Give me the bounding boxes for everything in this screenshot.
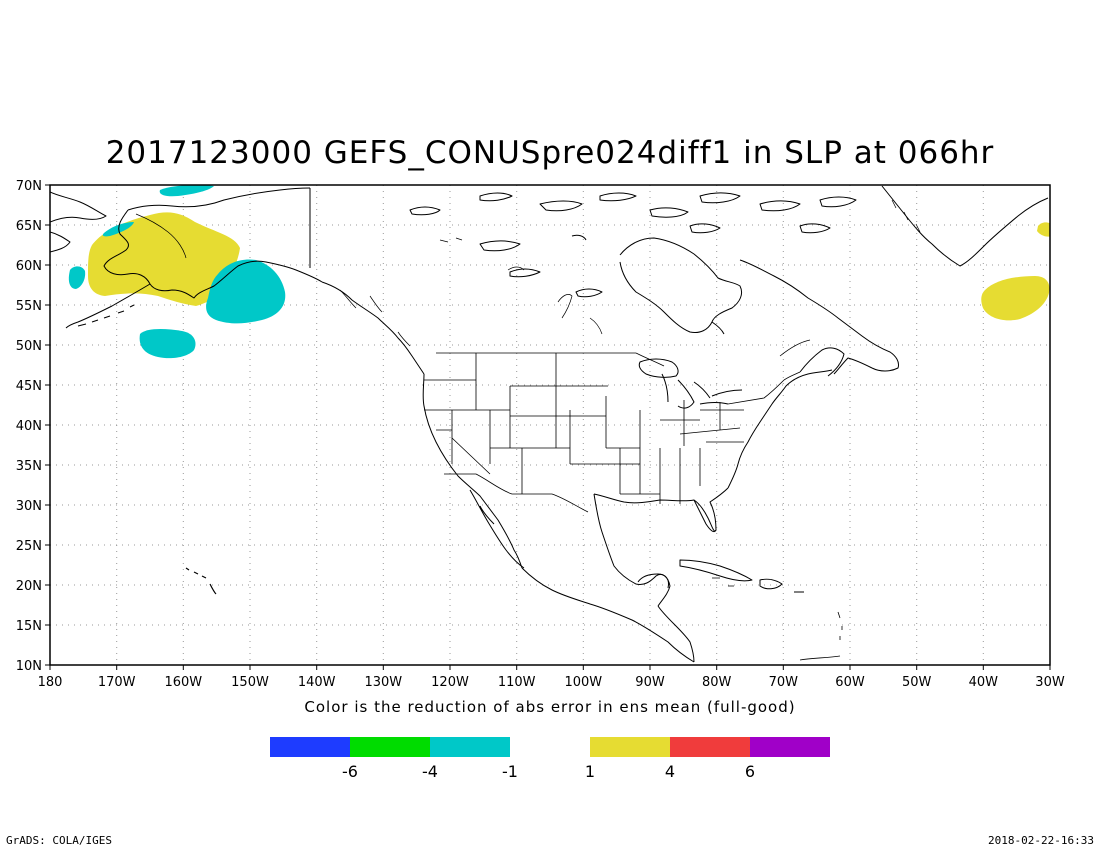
gridlines bbox=[50, 185, 1050, 665]
lat-tick-label: 50N bbox=[16, 339, 42, 354]
positive-anomaly-north-atlantic bbox=[981, 276, 1050, 321]
lon-tick-label: 60W bbox=[835, 675, 865, 690]
lon-tick-label: 180 bbox=[38, 675, 63, 690]
colorbar-swatch bbox=[430, 737, 510, 757]
positive-anomaly-iceland bbox=[1037, 222, 1050, 237]
colorbar-swatch bbox=[270, 737, 350, 757]
lat-tick-label: 20N bbox=[16, 579, 42, 594]
lon-tick-label: 70W bbox=[769, 675, 799, 690]
lat-tick-label: 10N bbox=[16, 659, 42, 674]
plot-title: 2017123000 GEFS_CONUSpre024diff1 in SLP … bbox=[105, 135, 995, 171]
lat-tick-labels: 70N 65N 60N 55N 50N 45N 40N 35N 30N 25N … bbox=[16, 179, 42, 674]
colorbar-label: -4 bbox=[422, 762, 438, 781]
lat-tick-label: 25N bbox=[16, 539, 42, 554]
lat-tick-label: 15N bbox=[16, 619, 42, 634]
lon-ticks bbox=[49, 665, 1051, 670]
lon-tick-label: 120W bbox=[431, 675, 469, 690]
lon-tick-label: 50W bbox=[902, 675, 932, 690]
colorbar-label: -6 bbox=[342, 762, 358, 781]
footer-credit: GrADS: COLA/IGES bbox=[6, 834, 112, 847]
colorbar-swatch bbox=[670, 737, 750, 757]
lon-tick-label: 150W bbox=[231, 675, 269, 690]
lat-tick-label: 60N bbox=[16, 259, 42, 274]
lat-tick-label: 70N bbox=[16, 179, 42, 194]
negative-anomaly-arctic bbox=[159, 185, 214, 197]
footer-timestamp: 2018-02-22-16:33 bbox=[988, 834, 1094, 847]
lon-tick-label: 110W bbox=[498, 675, 536, 690]
lat-tick-label: 30N bbox=[16, 499, 42, 514]
plot-caption: Color is the reduction of abs error in e… bbox=[304, 698, 796, 716]
lat-tick-label: 55N bbox=[16, 299, 42, 314]
colorbar-swatch bbox=[350, 737, 430, 757]
colorbar-swatch bbox=[750, 737, 830, 757]
lon-tick-label: 100W bbox=[564, 675, 602, 690]
lon-tick-label: 170W bbox=[98, 675, 136, 690]
colorbar-label: 4 bbox=[665, 762, 675, 781]
lat-ticks bbox=[45, 184, 50, 666]
political-boundaries bbox=[424, 352, 801, 513]
lon-tick-label: 160W bbox=[164, 675, 202, 690]
negative-anomaly-bering-small bbox=[68, 266, 86, 289]
anomaly-shading bbox=[68, 185, 1050, 359]
lon-tick-labels: 180 170W 160W 150W 140W 130W 120W 110W 1… bbox=[38, 675, 1065, 690]
lon-tick-label: 130W bbox=[364, 675, 402, 690]
positive-anomaly-bering bbox=[88, 212, 240, 306]
lon-tick-label: 90W bbox=[635, 675, 665, 690]
lon-tick-label: 40W bbox=[969, 675, 999, 690]
lat-tick-label: 35N bbox=[16, 459, 42, 474]
colorbar-label: 1 bbox=[585, 762, 595, 781]
lat-tick-label: 65N bbox=[16, 219, 42, 234]
coastlines bbox=[50, 185, 1049, 663]
lat-tick-label: 40N bbox=[16, 419, 42, 434]
colorbar-label: 6 bbox=[745, 762, 755, 781]
colorbar-swatch bbox=[510, 737, 590, 757]
negative-anomaly-north-pacific bbox=[139, 329, 196, 359]
lon-tick-label: 30W bbox=[1035, 675, 1065, 690]
colorbar-swatch bbox=[590, 737, 670, 757]
lat-tick-label: 45N bbox=[16, 379, 42, 394]
colorbar-label: -1 bbox=[502, 762, 518, 781]
lon-tick-label: 80W bbox=[702, 675, 732, 690]
colorbar: -6 -4 -1 1 4 6 bbox=[270, 737, 830, 781]
lon-tick-label: 140W bbox=[298, 675, 336, 690]
